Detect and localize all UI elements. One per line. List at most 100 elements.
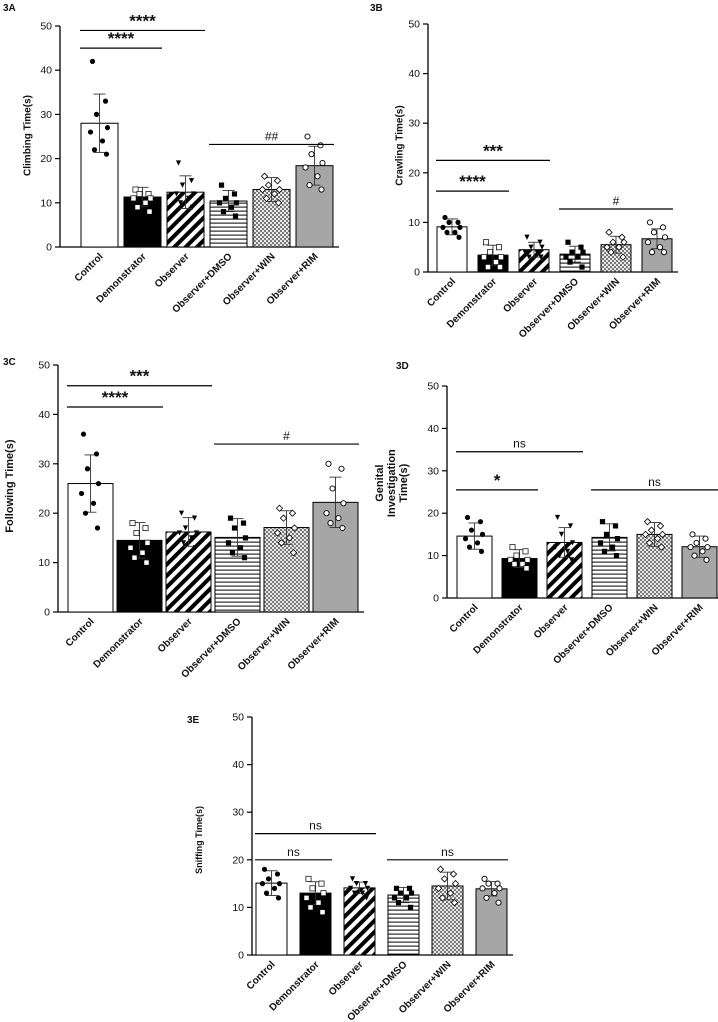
data-point: [340, 500, 347, 507]
data-point: [704, 544, 711, 551]
y-tick-label: 40: [427, 423, 439, 435]
data-point: [408, 890, 415, 896]
y-tick-label: 20: [40, 153, 52, 165]
data-point: [229, 550, 236, 556]
data-point: [656, 522, 665, 530]
data-point: [601, 548, 608, 554]
significance-label: ns: [648, 475, 661, 489]
data-point: [597, 540, 604, 546]
data-point: [391, 895, 398, 901]
data-point: [89, 58, 96, 64]
y-tick-label: 40: [40, 65, 52, 77]
data-point: [615, 243, 623, 251]
data-point: [485, 880, 492, 887]
data-point: [146, 208, 153, 215]
data-point: [569, 249, 575, 255]
bar-observer-rim: [475, 888, 508, 956]
data-point: [446, 219, 452, 225]
data-point: [319, 909, 326, 916]
data-point: [279, 514, 288, 522]
data-point: [650, 229, 658, 236]
data-point: [129, 520, 136, 527]
data-point: [273, 177, 282, 185]
data-point: [403, 895, 410, 901]
data-point: [450, 898, 459, 907]
data-point: [275, 895, 282, 901]
data-point: [538, 254, 544, 260]
y-tick-label: 0: [433, 593, 439, 605]
y-tick-label: 50: [427, 381, 439, 393]
panel-label: 3A: [3, 3, 16, 14]
data-point: [339, 524, 346, 532]
panel-3e: 3E Sniffing Time(s) 0 10 20 30 40 50 Control De…: [170, 712, 530, 1022]
panel-3d: 3D Genital Investigation Time(s) 0 10 20 30…: [370, 355, 718, 700]
data-point: [347, 885, 354, 891]
data-point: [442, 214, 448, 221]
data-point: [407, 904, 414, 910]
data-point: [309, 885, 316, 892]
y-axis-label: Genital Investigation Time(s): [373, 449, 411, 518]
x-tick-label: Observer: [501, 276, 540, 315]
significance-label: ****: [129, 11, 156, 30]
bar-observer-dmso: [387, 894, 420, 956]
data-point: [658, 530, 667, 539]
data-point: [78, 490, 85, 497]
panel-3a: 3A Climbing Time(s) 0 10 20 30 40 50 Control De…: [0, 0, 360, 340]
significance-label: ****: [102, 388, 129, 407]
data-point: [317, 142, 324, 149]
data-point: [481, 875, 488, 882]
data-point: [94, 525, 101, 531]
data-point: [657, 543, 666, 551]
data-point: [644, 239, 652, 246]
data-point: [523, 565, 530, 572]
data-point: [646, 219, 654, 226]
data-point: [318, 186, 325, 193]
data-point: [519, 561, 526, 568]
data-point: [130, 195, 137, 202]
data-point: [491, 890, 498, 897]
significance-label: ***: [130, 367, 150, 386]
data-point: [605, 228, 613, 236]
data-point: [522, 249, 528, 255]
data-point: [363, 895, 370, 901]
data-point: [237, 545, 244, 551]
data-point: [567, 259, 573, 265]
data-point: [93, 451, 100, 457]
data-point: [176, 530, 183, 536]
data-point: [687, 544, 694, 551]
data-point: [144, 539, 151, 546]
data-point: [192, 545, 199, 551]
panel-label: 3B: [370, 3, 383, 14]
significance-label: ****: [108, 29, 135, 48]
data-point: [132, 186, 139, 193]
y-tick-label: 40: [38, 409, 50, 421]
data-point: [513, 552, 520, 559]
data-point: [323, 510, 330, 517]
data-point: [259, 881, 266, 887]
data-point: [131, 554, 138, 561]
data-point: [325, 460, 332, 467]
data-point: [179, 182, 186, 188]
data-point: [487, 249, 493, 256]
panel-label: 3E: [187, 715, 200, 726]
data-point: [526, 254, 532, 260]
data-point: [436, 865, 445, 873]
data-point: [314, 173, 321, 180]
data-point: [552, 544, 559, 550]
data-point: [699, 548, 706, 555]
data-point: [478, 548, 485, 554]
y-tick-label: 50: [408, 19, 420, 31]
data-point: [479, 885, 486, 892]
data-point: [103, 151, 110, 157]
data-point: [614, 536, 621, 542]
y-tick-label: 0: [414, 267, 420, 279]
data-point: [569, 540, 576, 546]
data-point: [449, 870, 458, 878]
data-point: [567, 523, 574, 529]
data-point: [446, 889, 455, 897]
data-point: [218, 182, 225, 188]
y-tick-label: 0: [44, 607, 50, 619]
data-point: [563, 254, 569, 260]
